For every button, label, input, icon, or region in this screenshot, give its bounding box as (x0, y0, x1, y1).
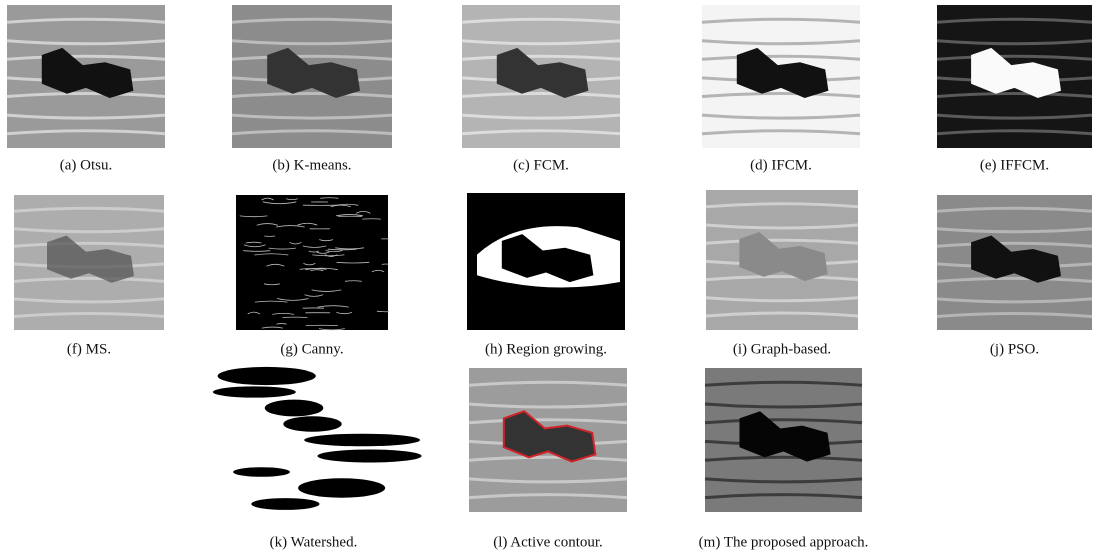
panel: (l) Active contour. (469, 368, 627, 550)
panel: (b) K-means. (232, 5, 392, 173)
panel: (e) IFFCM. (937, 5, 1092, 173)
panel: (i) Graph-based. (706, 190, 858, 357)
panel: (m) The proposed approach. (699, 368, 869, 550)
panel: (c) FCM. (462, 5, 620, 173)
panel-image (469, 368, 627, 512)
panel-image (937, 195, 1092, 330)
panel-caption: (a) Otsu. (60, 157, 113, 173)
panel: (a) Otsu. (7, 5, 165, 173)
panel-caption: (h) Region growing. (485, 341, 607, 357)
panel-image (467, 193, 625, 330)
panel-image (706, 190, 858, 330)
panel: (f) MS. (14, 195, 164, 357)
figure: (a) Otsu. (b) K-means. (c) FCM. (d) IFCM. (e… (0, 0, 1094, 555)
panel-image (462, 5, 620, 148)
panel-image (705, 368, 862, 512)
panel-caption: (g) Canny. (280, 341, 343, 357)
panel-image (232, 5, 392, 148)
panel-caption: (f) MS. (67, 341, 111, 357)
panel-caption: (d) IFCM. (750, 157, 812, 173)
panel-caption: (j) PSO. (990, 341, 1039, 357)
panel: (k) Watershed. (213, 367, 422, 551)
panel-image (7, 5, 165, 148)
panel-caption: (b) K-means. (272, 157, 351, 173)
panel-image (702, 5, 860, 148)
panel: (d) IFCM. (702, 5, 860, 173)
panel-caption: (k) Watershed. (270, 534, 358, 550)
panel: (h) Region growing. (467, 193, 625, 357)
panel: (g) Canny. (236, 195, 389, 357)
panel-caption: (m) The proposed approach. (699, 534, 869, 550)
panel-caption: (l) Active contour. (493, 534, 603, 550)
panel-caption: (i) Graph-based. (733, 341, 831, 357)
panel-image (14, 195, 164, 330)
panel-image (236, 195, 389, 330)
panel-image (213, 367, 422, 512)
panel-caption: (e) IFFCM. (980, 157, 1049, 173)
panel-image (937, 5, 1092, 148)
panel-caption: (c) FCM. (513, 157, 569, 173)
panel: (j) PSO. (937, 195, 1092, 357)
